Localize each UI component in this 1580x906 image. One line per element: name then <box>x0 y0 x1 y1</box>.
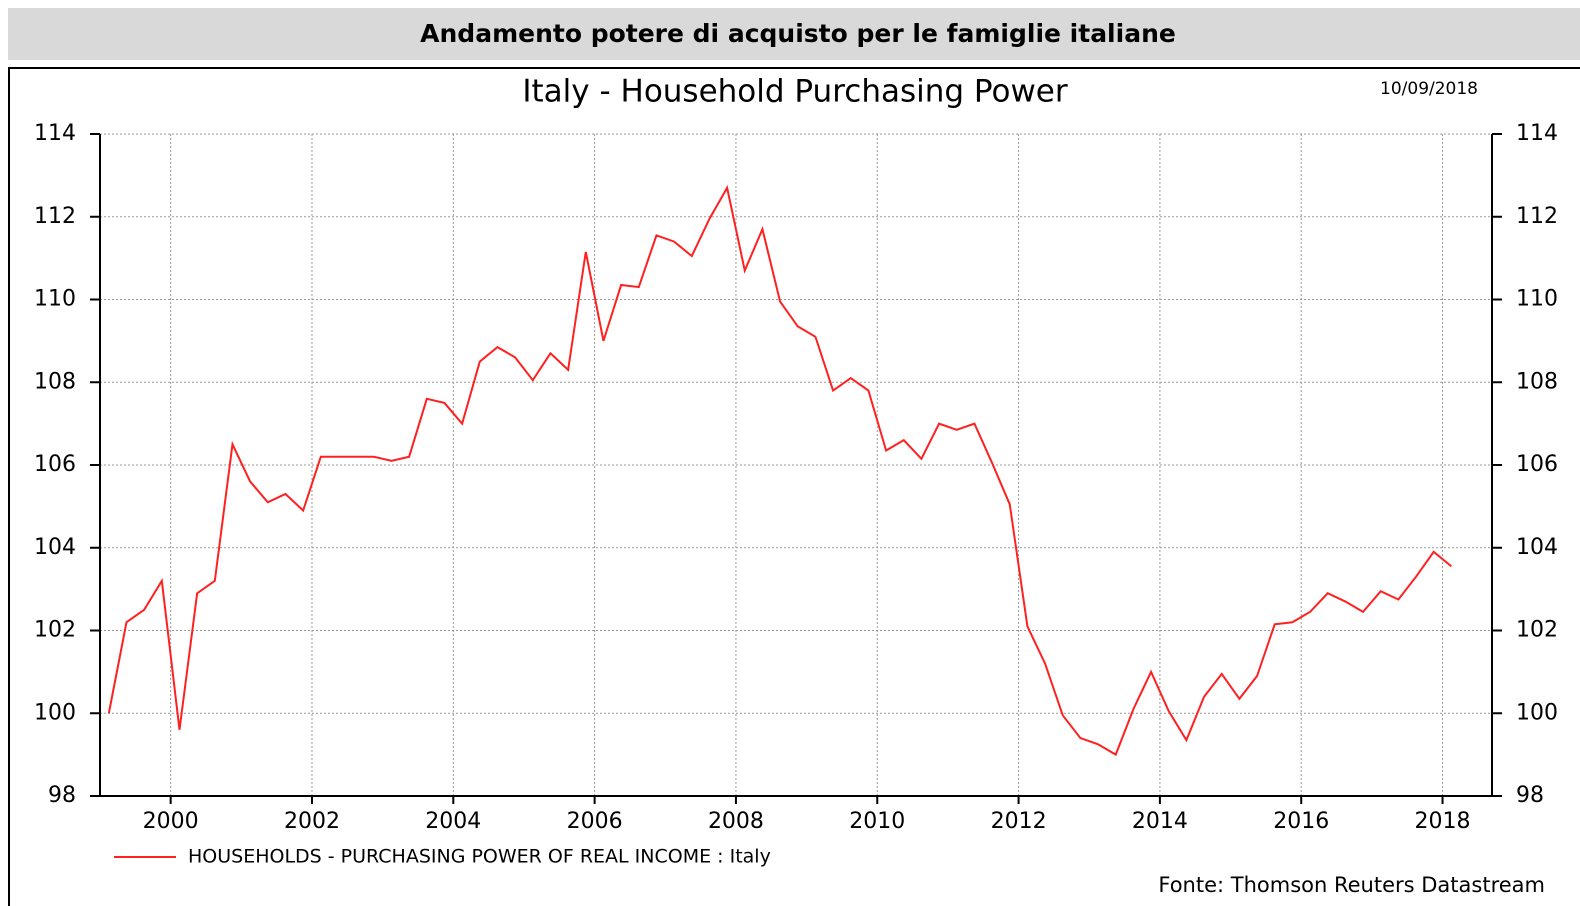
y2-tick-label: 102 <box>1516 618 1558 643</box>
y2-tick-label: 114 <box>1516 121 1558 146</box>
y-tick-label: 110 <box>34 287 76 312</box>
chart-date: 10/09/2018 <box>1380 79 1478 99</box>
x-tick-label: 2012 <box>991 809 1047 834</box>
x-tick-label: 2004 <box>425 809 481 834</box>
source-note: Fonte: Thomson Reuters Datastream <box>1158 873 1545 897</box>
banner-title: Andamento potere di acquisto per le fami… <box>420 19 1176 48</box>
y2-tick-label: 104 <box>1516 535 1558 560</box>
x-tick-label: 2018 <box>1415 809 1471 834</box>
y2-tick-label: 100 <box>1516 700 1558 725</box>
y-tick-label: 102 <box>34 618 76 643</box>
y2-tick-label: 110 <box>1516 287 1558 312</box>
y2-tick-label: 112 <box>1516 204 1558 229</box>
y2-tick-label: 108 <box>1516 369 1558 394</box>
x-tick-label: 2006 <box>567 809 623 834</box>
y-tick-label: 112 <box>34 204 76 229</box>
chart-title: Italy - Household Purchasing Power <box>522 74 1068 110</box>
y-tick-label: 104 <box>34 535 76 560</box>
x-tick-label: 2000 <box>143 809 199 834</box>
data-line <box>107 185 1453 757</box>
x-tick-label: 2010 <box>849 809 905 834</box>
y-tick-label: 98 <box>48 783 76 808</box>
legend-label: HOUSEHOLDS - PURCHASING POWER OF REAL IN… <box>188 846 771 868</box>
y-tick-label: 106 <box>34 452 76 477</box>
x-tick-label: 2008 <box>708 809 764 834</box>
y-tick-label: 114 <box>34 121 76 146</box>
y2-tick-label: 106 <box>1516 452 1558 477</box>
chart-frame <box>8 67 1580 906</box>
y-tick-label: 100 <box>34 700 76 725</box>
y-tick-label: 108 <box>34 369 76 394</box>
banner <box>8 8 1580 60</box>
x-tick-label: 2016 <box>1273 809 1329 834</box>
x-tick-label: 2002 <box>284 809 340 834</box>
x-tick-label: 2014 <box>1132 809 1188 834</box>
y2-tick-label: 98 <box>1516 783 1544 808</box>
